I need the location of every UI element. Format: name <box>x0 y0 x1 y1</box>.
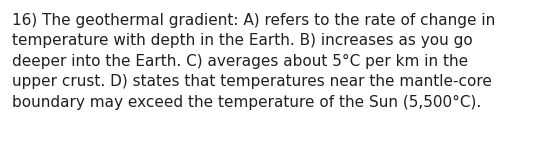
Text: 16) The geothermal gradient: A) refers to the rate of change in
temperature with: 16) The geothermal gradient: A) refers t… <box>12 13 496 110</box>
